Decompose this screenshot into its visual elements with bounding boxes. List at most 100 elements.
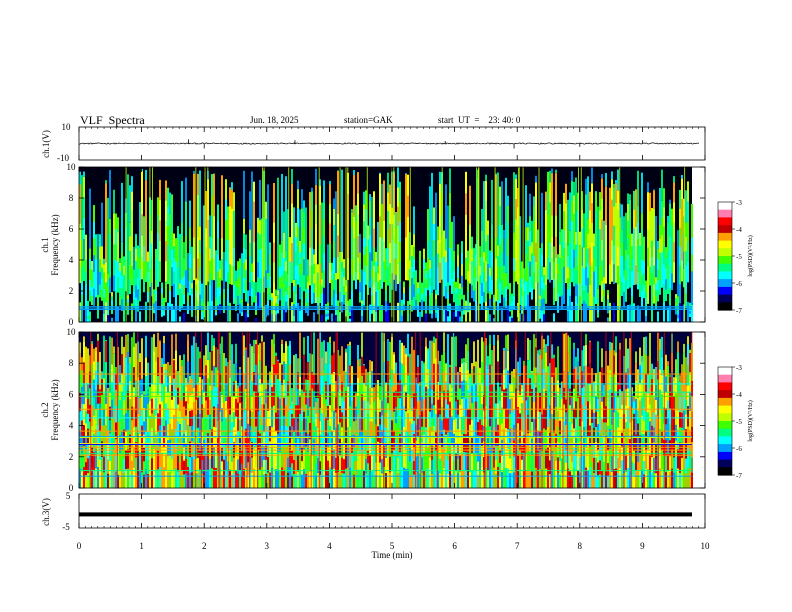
ch2-spectrogram-cell [353,394,355,409]
ch2-spectrogram-cell [301,421,303,435]
ch1-spectrogram-cell [659,266,661,281]
ch2-spectrogram-cell [269,426,271,442]
ch1-spectrogram-cell [131,210,133,230]
ch2-spectrogram-cell [109,460,111,475]
ch2-spectrogram-cell [465,380,467,400]
ch1-spectrogram-cell [523,299,525,308]
ch1-spectrogram-cell [83,239,85,261]
ch1-spectrogram-cell [465,193,467,216]
ch2-spectrogram-cell [127,371,129,392]
ch1-spectrogram-cell [157,232,159,252]
ch1-spectrogram-cell [623,299,625,308]
ch1-spectrogram-cell [219,260,221,270]
ch1-spectrogram-cell [335,272,337,281]
ch1-spectrogram-cell [437,308,439,323]
ch1-spectrogram-streak [553,246,555,262]
ch2-spectrogram-cell [201,418,203,433]
ch1-spectrogram-cell [223,293,225,299]
ch2-spectrogram-cell [149,415,151,431]
ch1-spectrogram-cell [571,221,573,242]
ch2-spectrogram-cell [619,448,621,469]
ch1-spectrogram-cell [513,245,515,259]
ch2-spectrogram-cell [167,440,169,457]
ch1-spectrogram-ytick-label: 2 [69,286,74,296]
ch2-spectrogram-cell [527,433,529,452]
ch2-spectrogram-cell [503,409,505,430]
ch1-spectrogram-cell [593,271,595,285]
ch1-spectrogram-cell [535,302,537,323]
ch2-spectrogram-cell [283,433,285,453]
ch1-spectrogram-cell [499,264,501,284]
ch2-spectrogram-cell [175,350,177,371]
ch1-spectrogram-cell [677,318,679,323]
ch1-spectrogram-cell [407,195,409,218]
ch1-spectrogram-cell [451,279,453,294]
ch1-spectrogram-cell [629,217,631,236]
ch2-spectrogram-streak [133,332,135,347]
ch2-spectrogram-cell [169,455,171,473]
ch2-spectrogram-cell [407,450,409,470]
ch1-spectrogram-streak [359,233,361,253]
ch2-spectrogram-cell [497,382,499,405]
ch1-spectrogram-cell [591,222,593,244]
ch1-spectrogram-cell [259,263,261,279]
ch1-spectrogram-cell [631,284,633,298]
ch2-spectrogram-cell [143,408,145,422]
ch1-spectrogram-cell [567,289,569,301]
ch1-spectrogram-cell [595,248,597,267]
ch2-spectrogram-cell [431,417,433,433]
ch2-spectrogram-cell [443,429,445,450]
ch2-spectrogram-cell [129,416,131,436]
ch2-spectrogram-cell [669,376,671,393]
ch2-spectrogram-streak [307,335,309,362]
ch2-spectrogram-cell [615,468,617,489]
ch1-spectrogram-cell [519,278,521,288]
ch2-spectrogram-streak [245,347,247,350]
ch2-spectrogram-cell [615,352,617,373]
ch2-spectrogram-band-12 [79,443,692,445]
ch2-spectrogram-cell [423,417,425,436]
ch2-spectrogram-cell [467,389,469,410]
ch2-spectrogram-cell [587,401,589,420]
ch1-spectrogram-cell [191,282,193,289]
ch1-spectrogram-cell [547,193,549,216]
ch2-spectrogram-cell [573,349,575,370]
ch2-spectrogram-cell [345,371,347,392]
ch1-spectrogram-cell [265,304,267,323]
ch1-spectrogram-cell [545,210,547,230]
ch2-spectrogram-cell [513,472,515,489]
ch2-colorbar-swatch [718,390,732,399]
ch2-spectrogram-streak [451,336,453,388]
ch2-spectrogram-streak [327,342,329,393]
ch2-spectrogram-cell [385,427,387,444]
ch2-spectrogram-cell [635,416,637,436]
ch2-spectrogram-cell [401,342,403,364]
ch1-spectrogram-cell [181,264,183,280]
ch2-spectrogram-cell [635,470,637,489]
ch1-spectrogram-cell [659,252,661,268]
ch2-spectrogram-cell [165,420,167,438]
ch2-spectrogram-cell [299,414,301,433]
ch1-spectrogram-cell [413,296,415,310]
ch2-spectrogram-cell [349,365,351,387]
ch2-spectrogram-cell [447,474,449,489]
ch1-spectrogram-cell [515,178,517,200]
ch1-spectrogram-cell [105,302,107,323]
ch1-spectrogram-cell [153,294,155,300]
ch2-spectrogram-cell [505,388,507,409]
ch1-spectrogram-cell [221,196,223,218]
ch2-spectrogram-cell [681,473,683,489]
ch2-spectrogram-cell [501,471,503,489]
ch2-spectrogram-cell [279,470,281,489]
ch1-spectrogram-streak [133,246,135,270]
ch2-spectrogram-streak [443,332,445,352]
ch2-spectrogram-cell [589,467,591,489]
ch2-spectrogram-cell [251,457,253,474]
ch2-spectrogram-cell [651,456,653,473]
ch2-spectrogram-cell [399,362,401,381]
ch2-spectrogram-cell [417,366,419,385]
ch2-spectrogram-cell [253,468,255,489]
ch2-spectrogram-cell [95,390,97,411]
ch1-spectrogram-cell [625,259,627,271]
ch1-spectrogram-cell [651,289,653,307]
